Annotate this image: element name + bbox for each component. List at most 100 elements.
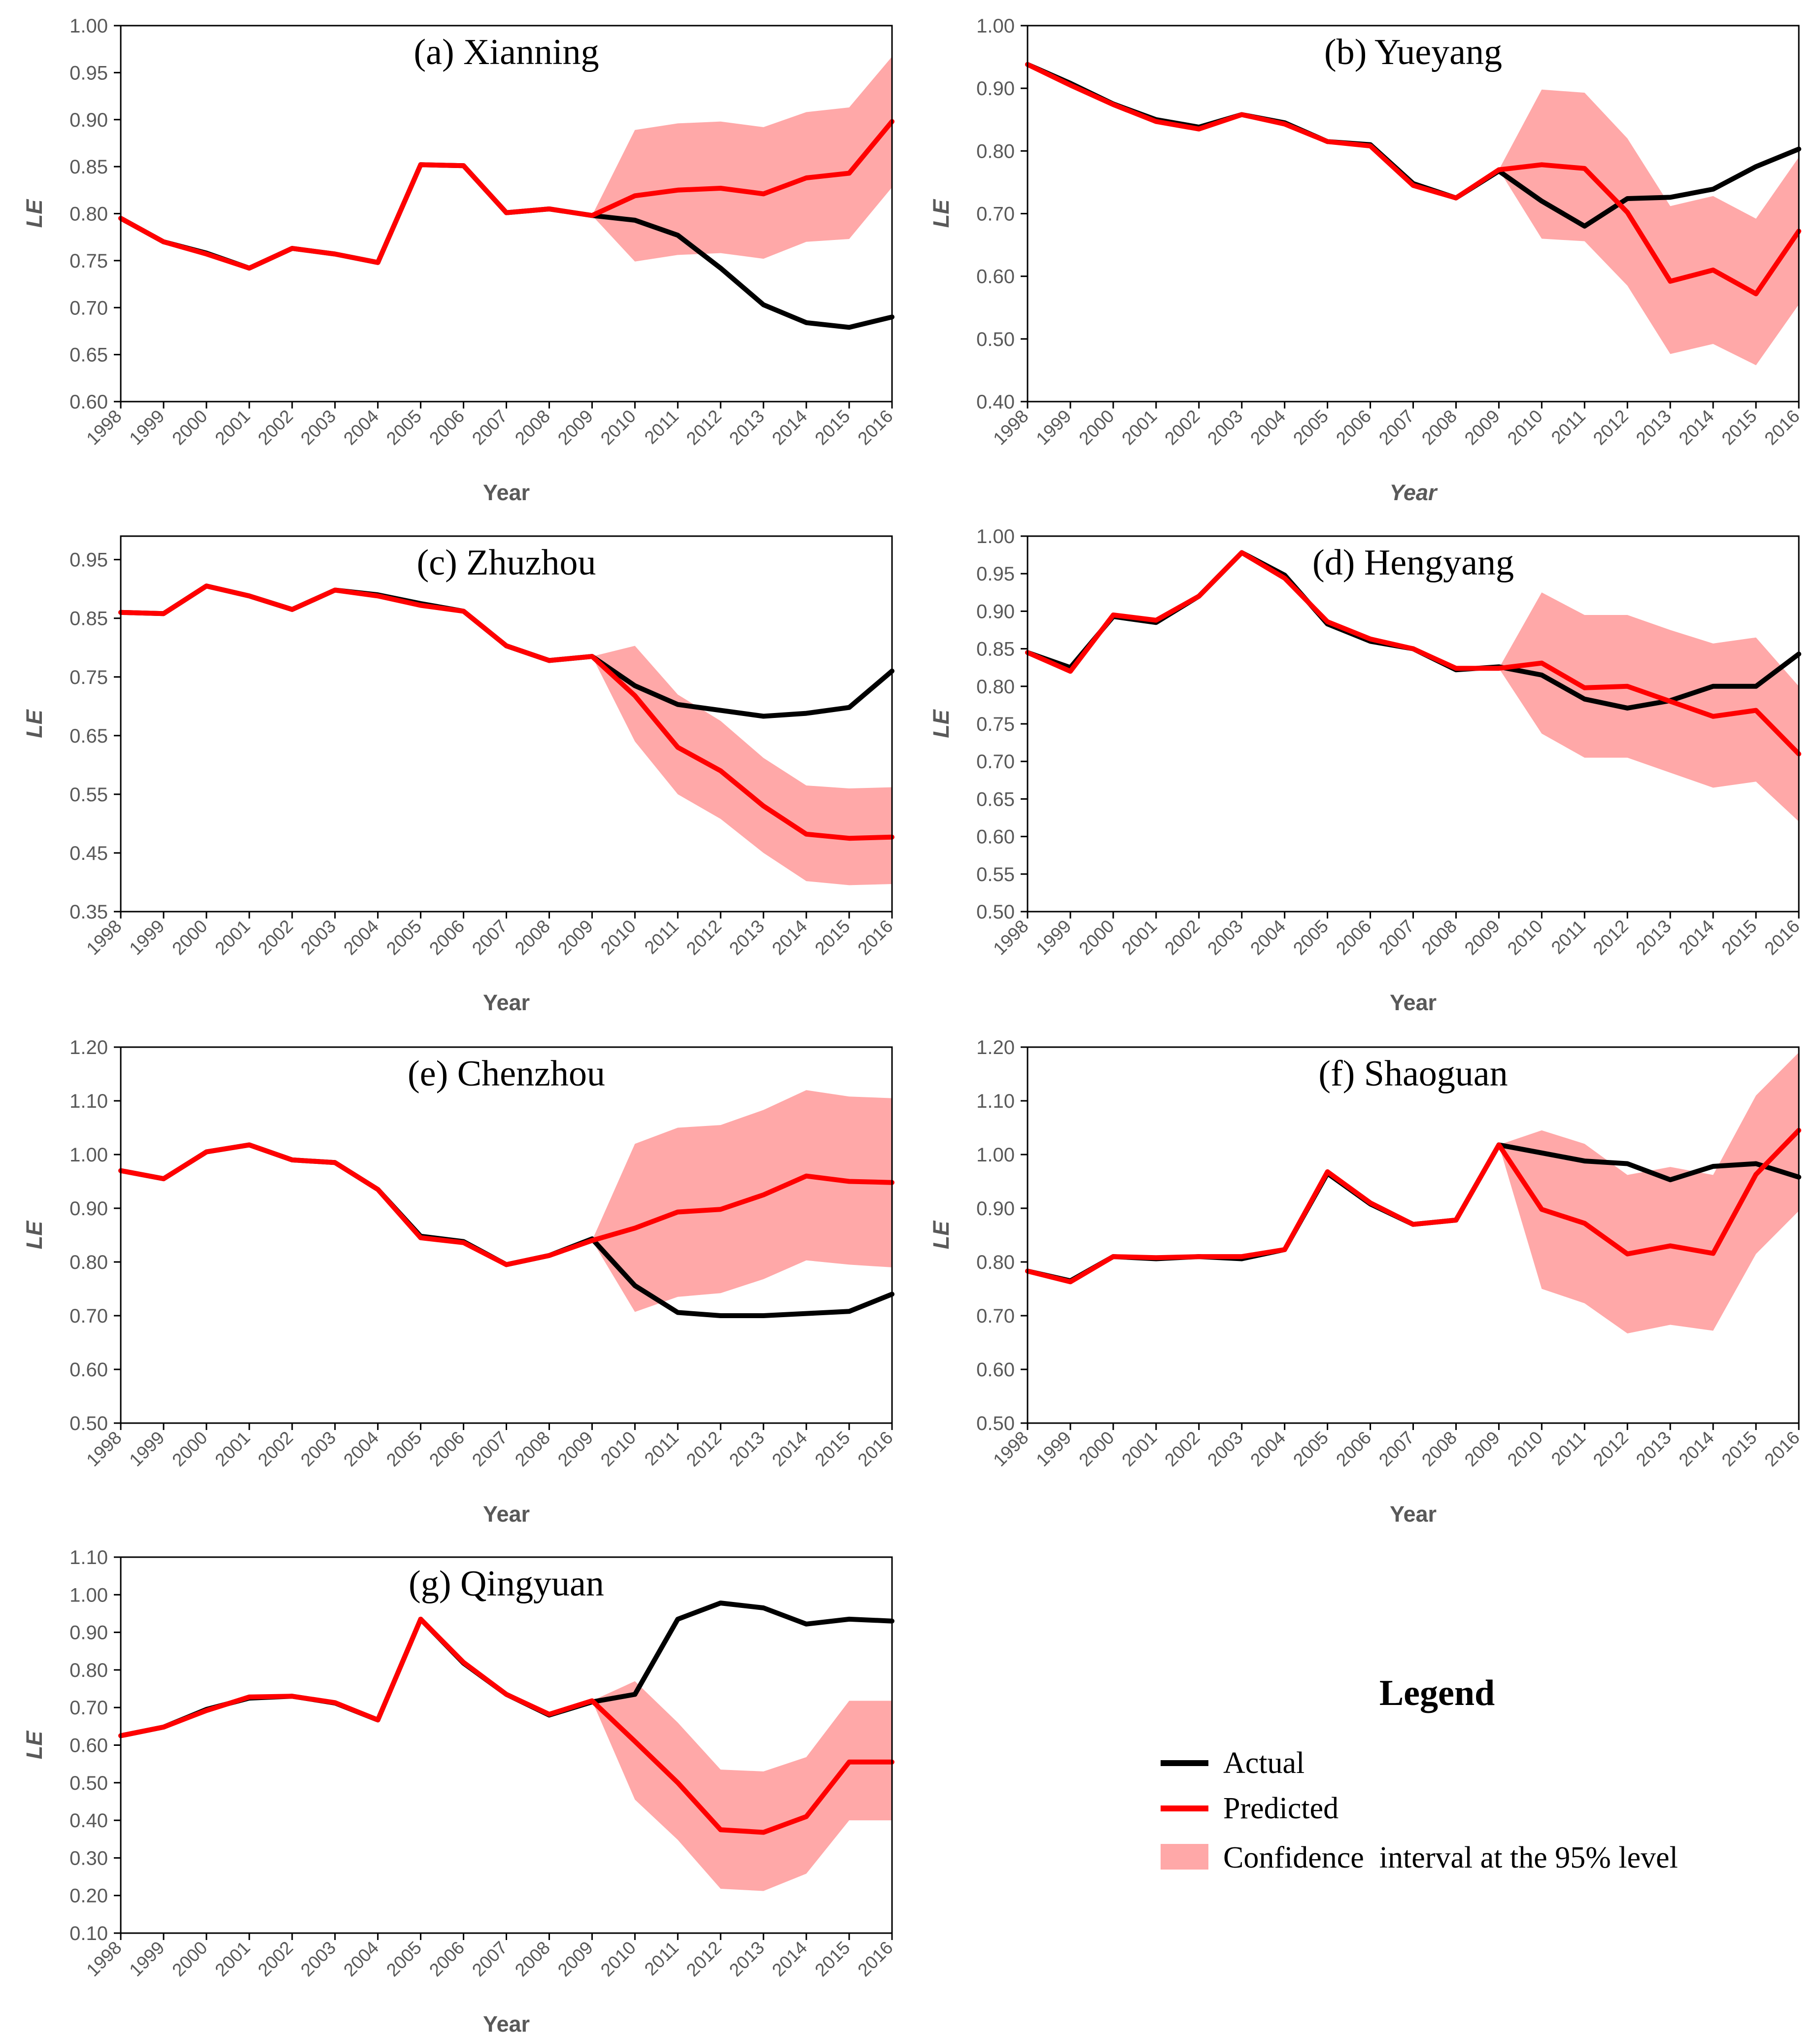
x-tick-label: 2014 <box>1675 916 1718 959</box>
confidence-band <box>1499 592 1799 822</box>
x-tick-label: 2003 <box>1203 916 1246 959</box>
y-tick-label: 0.85 <box>69 608 108 630</box>
y-tick-label: 1.10 <box>69 1547 108 1568</box>
y-tick-label: 0.20 <box>69 1885 108 1907</box>
y-axis-title: LE <box>22 1220 47 1249</box>
x-tick-label: 2000 <box>168 916 211 959</box>
x-tick-label: 1999 <box>1032 916 1075 959</box>
x-tick-label: 2005 <box>382 916 425 959</box>
x-tick-label: 2010 <box>597 916 640 959</box>
x-tick-label: 2016 <box>1760 916 1803 959</box>
confidence-band <box>1499 1052 1799 1333</box>
x-tick-label: 2014 <box>768 406 811 449</box>
series-line-predicted <box>1025 550 1801 756</box>
legend-label-ci: Confidence interval at the 95% level <box>1223 1841 1678 1874</box>
x-tick-label: 2008 <box>1418 1428 1461 1470</box>
y-tick-label: 0.60 <box>69 391 108 413</box>
x-tick-label: 2009 <box>554 916 597 959</box>
x-tick-label: 2013 <box>725 916 768 959</box>
legend-swatch-ci <box>1161 1844 1208 1870</box>
series-line-predicted <box>118 119 894 271</box>
panel-title: (b) Yueyang <box>1324 32 1502 72</box>
x-tick-label: 2013 <box>1632 406 1675 449</box>
x-tick-label: 2010 <box>1504 1428 1546 1470</box>
x-tick-label: 2004 <box>1246 406 1289 449</box>
x-tick-label: 2001 <box>1118 406 1161 449</box>
y-tick-label: 0.90 <box>69 109 108 131</box>
y-tick-label: 0.50 <box>976 329 1015 350</box>
x-tick-label: 2008 <box>1418 916 1461 959</box>
series-line-actual <box>118 583 894 719</box>
y-tick-label: 0.35 <box>69 901 108 923</box>
y-tick-label: 0.75 <box>69 667 108 688</box>
y-tick-label: 0.65 <box>976 788 1015 810</box>
y-tick-label: 0.85 <box>69 156 108 178</box>
x-tick-label: 2008 <box>511 406 554 449</box>
y-tick-label: 0.65 <box>69 344 108 366</box>
x-tick-label: 2013 <box>1632 1428 1675 1470</box>
x-tick-label: 2016 <box>1760 406 1803 449</box>
y-tick-label: 0.70 <box>976 204 1015 225</box>
panel-title: (e) Chenzhou <box>408 1054 605 1094</box>
y-tick-label: 0.10 <box>69 1923 108 1944</box>
x-tick-label: 2012 <box>683 1938 725 1980</box>
x-tick-label: 2015 <box>811 1938 854 1980</box>
y-tick-label: 0.40 <box>69 1810 108 1832</box>
x-tick-label: 1999 <box>125 916 168 959</box>
x-tick-label: 2000 <box>168 1938 211 1980</box>
y-tick-label: 0.50 <box>69 1772 108 1794</box>
confidence-band <box>592 56 892 262</box>
x-tick-label: 2000 <box>168 1428 211 1470</box>
y-tick-label: 0.70 <box>976 751 1015 773</box>
legend-label-actual: Actual <box>1223 1746 1305 1780</box>
x-tick-label: 2013 <box>725 406 768 449</box>
x-tick-label: 2004 <box>340 916 382 959</box>
confidence-band <box>1499 89 1799 366</box>
x-tick-label: 2002 <box>1161 406 1203 449</box>
y-tick-label: 0.90 <box>976 1198 1015 1220</box>
y-tick-label: 1.20 <box>69 1037 108 1058</box>
y-tick-label: 0.50 <box>69 1413 108 1434</box>
y-tick-label: 0.60 <box>976 1359 1015 1381</box>
x-tick-label: 2010 <box>597 1938 640 1980</box>
y-tick-label: 0.80 <box>976 676 1015 698</box>
x-tick-label: 2001 <box>211 406 254 449</box>
x-tick-label: 2013 <box>725 1428 768 1470</box>
x-tick-label: 2000 <box>168 406 211 449</box>
y-tick-label: 0.80 <box>69 1252 108 1273</box>
x-tick-label: 2011 <box>1547 916 1589 958</box>
y-tick-label: 0.60 <box>69 1735 108 1757</box>
x-tick-label: 2009 <box>554 1938 597 1980</box>
series-line-predicted <box>118 1142 894 1267</box>
x-tick-label: 2016 <box>854 406 896 449</box>
x-tick-label: 2009 <box>554 1428 597 1470</box>
x-tick-label: 2002 <box>254 916 297 959</box>
series-line-predicted <box>1025 62 1801 297</box>
x-tick-label: 2003 <box>1203 1428 1246 1470</box>
x-tick-label: 2010 <box>1504 406 1546 449</box>
x-tick-label: 2003 <box>297 406 340 449</box>
series-line-predicted <box>118 583 894 841</box>
y-tick-label: 0.70 <box>69 1697 108 1719</box>
x-tick-label: 2004 <box>340 1938 382 1980</box>
x-tick-label: 2006 <box>425 916 468 959</box>
x-tick-label: 2007 <box>468 406 511 449</box>
x-tick-label: 2015 <box>1718 406 1761 449</box>
x-tick-label: 2007 <box>1375 1428 1418 1470</box>
x-tick-label: 2006 <box>425 1938 468 1980</box>
x-tick-label: 2009 <box>554 406 597 449</box>
x-tick-label: 2006 <box>1332 1428 1375 1470</box>
x-tick-label: 2004 <box>340 1428 382 1470</box>
x-tick-label: 2003 <box>1203 406 1246 449</box>
y-tick-label: 0.50 <box>976 1413 1015 1434</box>
x-tick-label: 2006 <box>425 406 468 449</box>
y-tick-label: 1.00 <box>69 15 108 37</box>
y-tick-label: 0.65 <box>69 725 108 747</box>
y-tick-label: 0.60 <box>976 266 1015 288</box>
y-tick-label: 0.95 <box>69 62 108 84</box>
y-axis-title: LE <box>928 709 954 738</box>
